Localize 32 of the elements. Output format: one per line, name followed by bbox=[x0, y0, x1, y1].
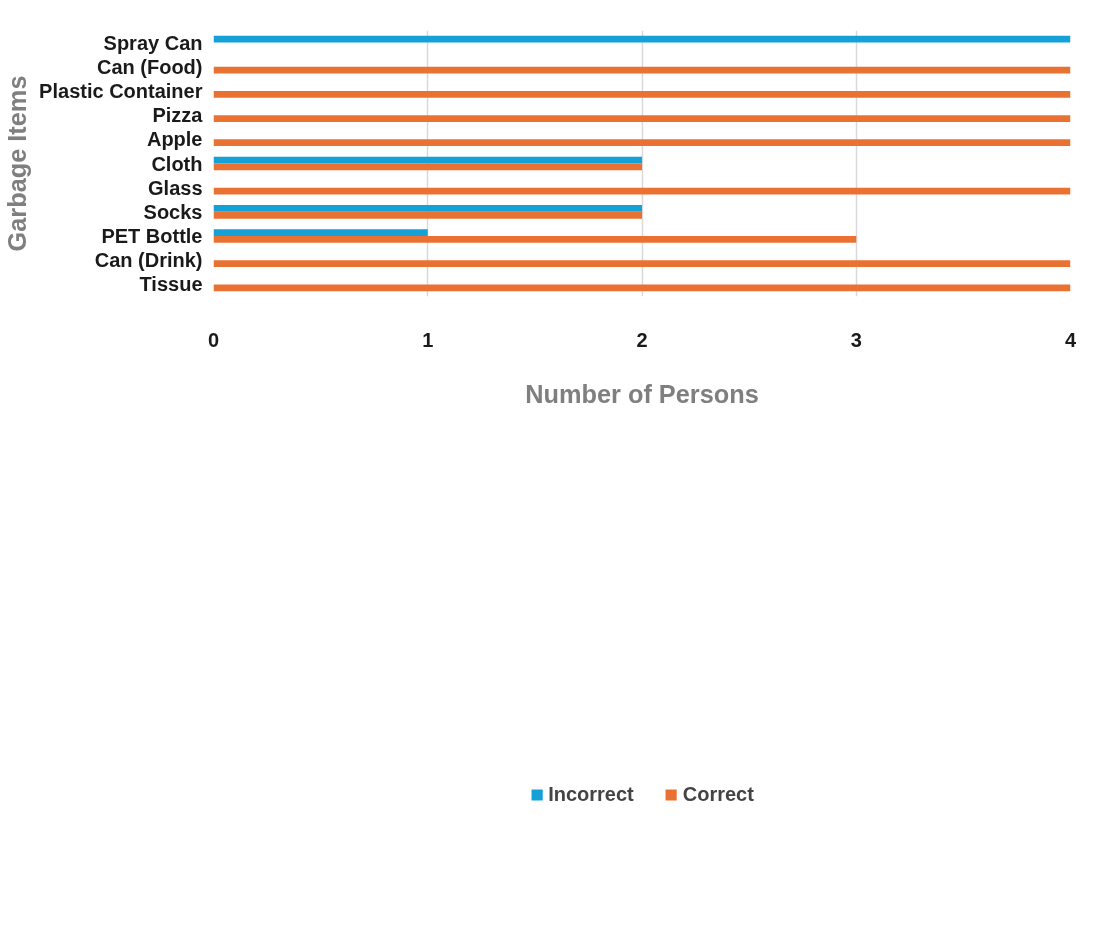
y-tick-label: Pizza bbox=[152, 104, 204, 127]
y-tick-label: PET Bottle bbox=[101, 225, 203, 248]
bar bbox=[213, 260, 1071, 267]
bar bbox=[213, 90, 1071, 98]
y-tick-label: Plastic Container bbox=[39, 79, 203, 102]
x-axis-title: Number of Persons bbox=[525, 379, 759, 408]
bar bbox=[213, 236, 857, 243]
bar bbox=[213, 115, 1071, 122]
x-tick-label: 4 bbox=[1064, 328, 1077, 351]
y-tick-label: Tissue bbox=[139, 273, 203, 296]
y-tick-label: Glass bbox=[148, 176, 203, 199]
bar bbox=[213, 156, 642, 164]
bar bbox=[213, 211, 642, 219]
bar bbox=[213, 284, 1071, 292]
legend-label: Incorrect bbox=[548, 782, 634, 806]
bar bbox=[213, 139, 1071, 147]
x-tick-label: 1 bbox=[422, 328, 434, 351]
bar bbox=[213, 229, 428, 237]
y-tick-label: Apple bbox=[146, 128, 203, 151]
y-tick-label: Spray Can bbox=[103, 31, 203, 54]
bar bbox=[213, 35, 1071, 43]
y-tick-label: Can (Drink) bbox=[94, 249, 203, 272]
x-tick-label: 0 bbox=[207, 328, 220, 351]
y-tick-label: Cloth bbox=[151, 152, 203, 175]
y-tick-label: Socks bbox=[143, 200, 203, 223]
x-tick-label: 2 bbox=[636, 328, 648, 351]
y-tick-label: Can (Food) bbox=[96, 55, 203, 78]
bar bbox=[213, 205, 642, 212]
y-axis-title: Garbage Items bbox=[3, 75, 32, 252]
legend-label: Correct bbox=[682, 782, 754, 806]
bar bbox=[213, 66, 1071, 74]
x-tick-label: 3 bbox=[850, 328, 862, 351]
